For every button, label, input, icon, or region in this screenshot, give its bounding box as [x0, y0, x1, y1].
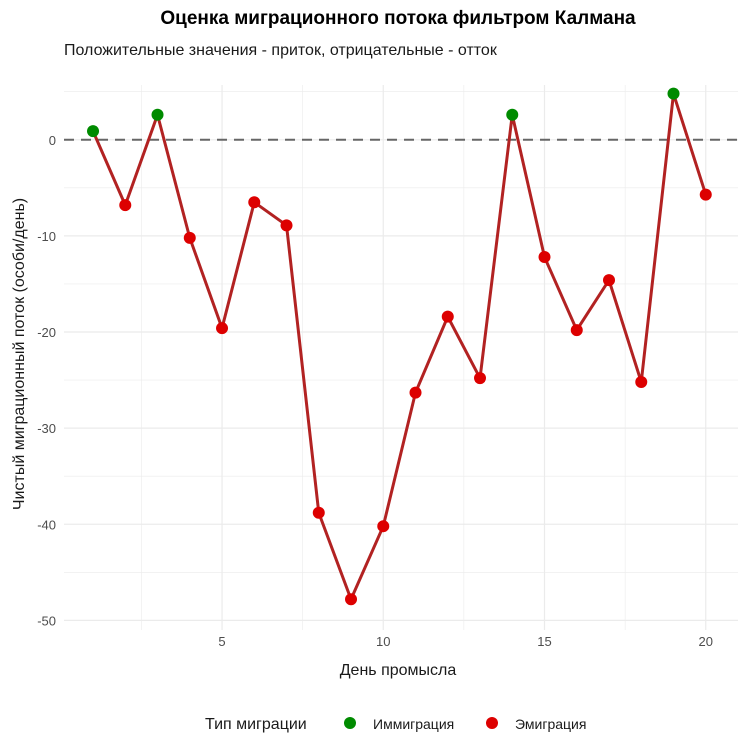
y-tick-label: -50 [37, 613, 56, 628]
y-axis-label: Чистый миграционный поток (особи/день) [11, 198, 28, 510]
chart-title: Оценка миграционного потока фильтром Кал… [160, 8, 636, 29]
y-tick-label: -40 [37, 517, 56, 532]
series-line [91, 93, 708, 604]
data-point-emigration [216, 322, 229, 335]
y-tick-label: 0 [49, 133, 56, 148]
data-point-emigration [474, 372, 487, 385]
ticks: 0 -10 -20 -30 -40 -50 5 10 15 20 [37, 133, 713, 649]
data-point-immigration [506, 108, 519, 121]
legend: Тип миграции Иммиграция Эмиграция [205, 716, 586, 733]
legend-marker-immigration [344, 717, 356, 729]
data-point-emigration [248, 196, 261, 209]
y-tick-label: -30 [37, 421, 56, 436]
grid [64, 85, 738, 630]
data-point-emigration [345, 593, 358, 606]
data-point-immigration [87, 125, 100, 138]
legend-marker-emigration [486, 717, 498, 729]
x-tick-label: 10 [376, 634, 390, 649]
data-point-emigration [312, 506, 325, 519]
data-point-emigration [409, 386, 422, 399]
data-point-emigration [377, 520, 390, 533]
data-point-emigration [119, 199, 132, 212]
x-tick-label: 20 [699, 634, 713, 649]
data-point-emigration [570, 324, 583, 337]
data-point-emigration [538, 251, 551, 264]
x-tick-label: 5 [218, 634, 225, 649]
legend-label-emigration: Эмиграция [515, 716, 586, 732]
data-point-emigration [441, 310, 454, 323]
x-axis-label: День промысла [340, 662, 457, 679]
legend-label-immigration: Иммиграция [373, 716, 454, 732]
data-point-emigration [603, 274, 616, 287]
y-tick-label: -20 [37, 325, 56, 340]
data-point-immigration [667, 87, 680, 100]
points [87, 87, 712, 606]
chart-subtitle: Положительные значения - приток, отрицат… [64, 42, 498, 59]
data-point-emigration [699, 188, 712, 201]
data-point-emigration [280, 219, 293, 232]
x-tick-label: 15 [537, 634, 551, 649]
data-point-immigration [151, 108, 164, 121]
y-tick-label: -10 [37, 229, 56, 244]
legend-title: Тип миграции [205, 716, 307, 733]
data-point-emigration [635, 376, 648, 389]
data-point-emigration [183, 231, 196, 244]
